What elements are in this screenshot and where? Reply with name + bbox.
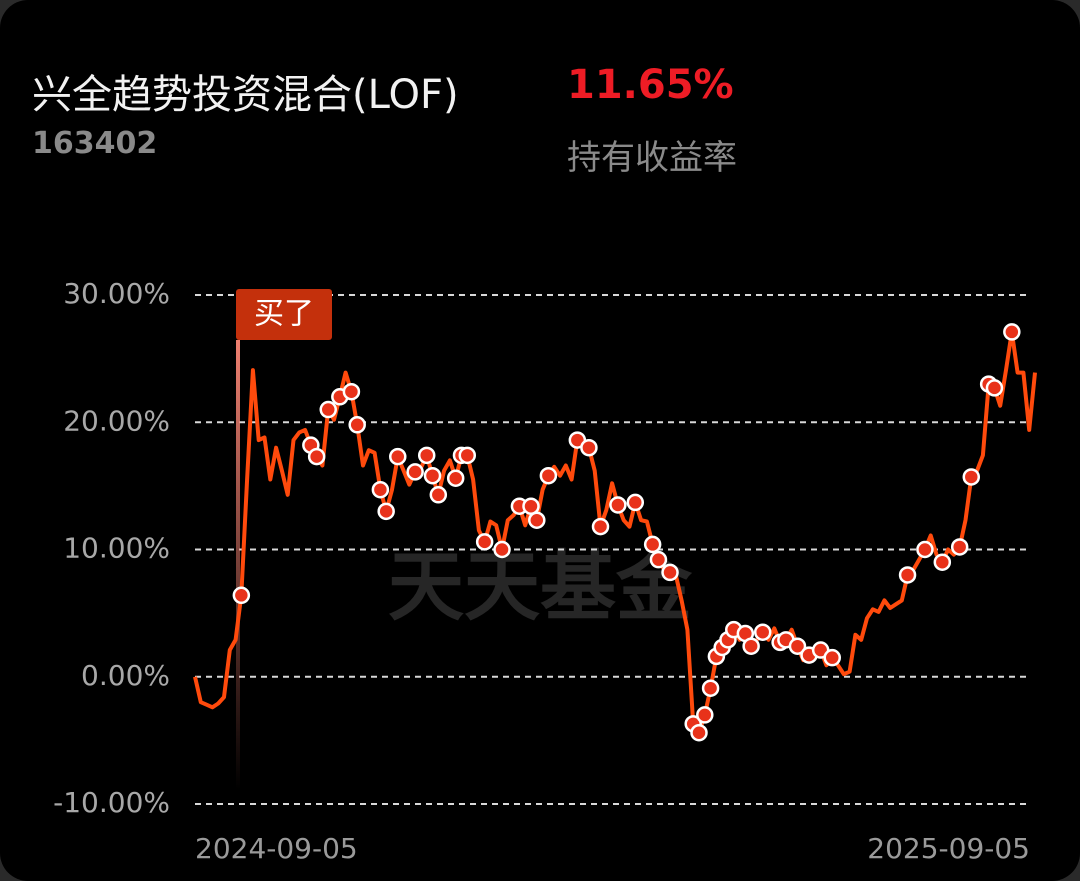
trade-marker [377, 502, 395, 521]
return-label: 持有收益率 [567, 138, 737, 178]
trade-marker [591, 517, 610, 536]
trade-marker [690, 723, 708, 742]
trade-marker [933, 553, 952, 571]
buy-flag [236, 289, 332, 340]
trade-marker [458, 446, 477, 465]
trade-marker [423, 466, 442, 485]
trade-marker [649, 550, 668, 569]
trade-marker [539, 466, 558, 485]
fund-name: 兴全趋势投资混合(LOF) [32, 72, 459, 118]
trade-marker [823, 648, 841, 667]
trade-marker [528, 511, 546, 529]
y-tick-label: 20.00% [63, 404, 170, 437]
trade-marker [342, 382, 361, 401]
trade-marker [389, 447, 407, 466]
trade-marker [493, 540, 511, 559]
buy-label: 买了 [254, 297, 314, 332]
trade-marker [701, 679, 720, 697]
trade-marker [371, 480, 390, 499]
y-tick-label: -10.00% [53, 786, 170, 819]
trade-marker [742, 637, 760, 655]
trade-marker [609, 496, 627, 514]
x-tick-label: 2024-09-05 [195, 832, 358, 865]
buy-line [236, 340, 240, 790]
trade-marker [475, 533, 494, 551]
watermark: 天天基金 [388, 542, 693, 631]
trade-marker [916, 540, 934, 559]
trade-marker [232, 586, 251, 605]
trade-marker [406, 463, 424, 481]
trade-marker [962, 468, 981, 486]
trade-marker [643, 535, 662, 554]
y-tick-label: 0.00% [81, 659, 170, 692]
trade-marker [522, 497, 540, 515]
trade-marker [661, 563, 679, 582]
trade-marker [985, 379, 1004, 397]
trade-marker [753, 623, 772, 641]
trade-marker [950, 538, 969, 556]
trade-marker [1003, 323, 1021, 341]
trade-marker [626, 493, 645, 512]
trade-marker [446, 469, 465, 487]
trade-marker [307, 447, 326, 466]
trade-marker [788, 637, 807, 655]
y-tick-label: 10.00% [63, 532, 170, 565]
trade-marker [429, 486, 448, 504]
trade-marker [348, 416, 366, 434]
return-value: 11.65% [567, 62, 734, 108]
fund-code: 163402 [32, 126, 158, 161]
trade-marker [696, 706, 714, 724]
trade-marker [580, 438, 598, 457]
trade-marker [319, 400, 337, 419]
x-tick-label: 2025-09-05 [867, 832, 1030, 865]
trade-marker [417, 446, 436, 465]
y-tick-label: 30.00% [63, 277, 170, 310]
trade-marker [898, 566, 917, 584]
line [193, 329, 1037, 735]
